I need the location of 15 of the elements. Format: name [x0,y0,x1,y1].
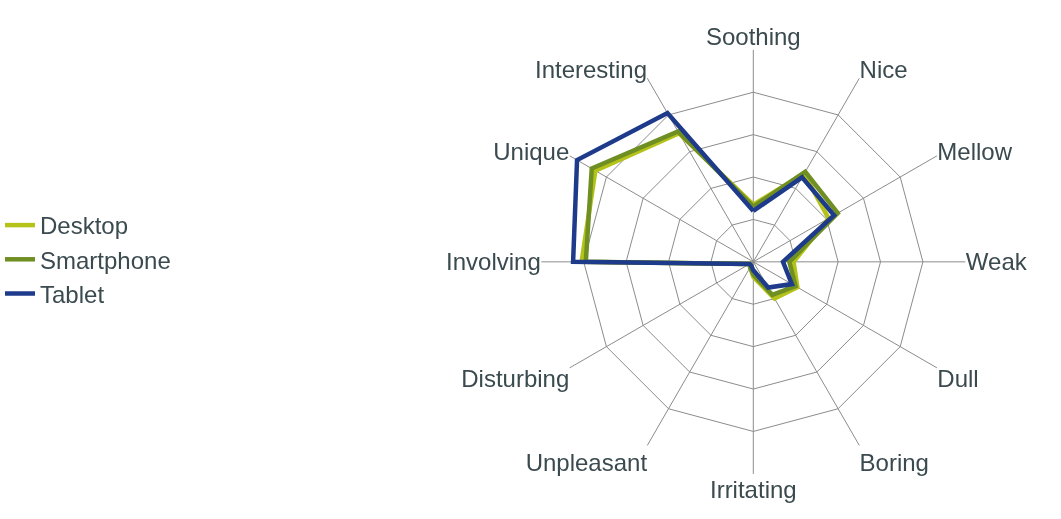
spoke-label: Irritating [709,476,797,504]
spoke-label: Disturbing [461,365,570,393]
spoke-label: Boring [859,448,929,476]
legend-label: Desktop [40,212,129,240]
spoke-label: Unpleasant [525,448,648,476]
spoke-label: Mellow [937,138,1013,166]
spoke-label: Soothing [705,22,801,50]
spoke-label: Nice [859,55,908,83]
legend-label: Smartphone [40,246,171,274]
spoke-label: Weak [965,248,1028,276]
spoke-label: Interesting [534,55,648,83]
spoke-label: Dull [937,365,979,393]
legend-label: Tablet [40,280,105,308]
spoke-label: Unique [493,138,570,166]
spoke-label: Involving [446,248,541,276]
